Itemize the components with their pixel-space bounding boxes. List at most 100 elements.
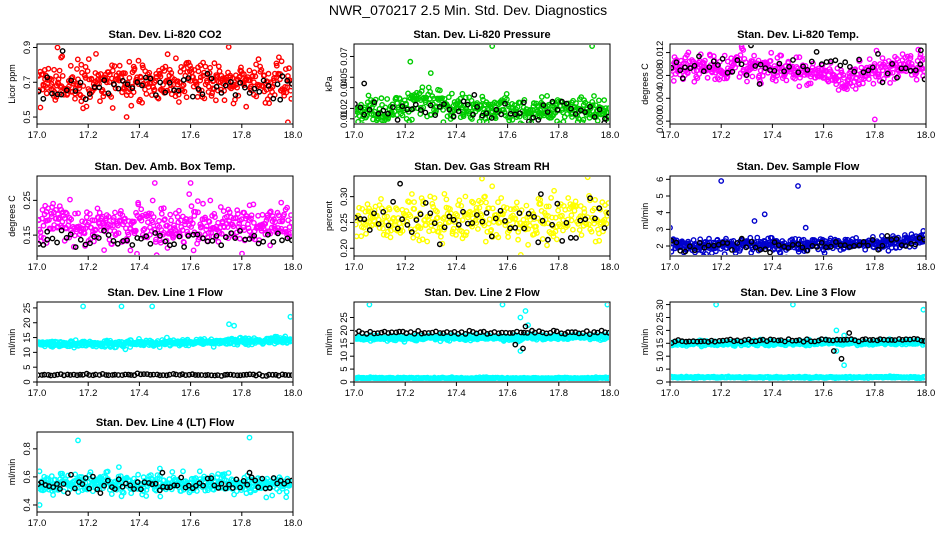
point-sampleflow-selected	[767, 249, 773, 255]
point-boxtemp-all	[158, 205, 165, 212]
point-pressure-all	[537, 107, 543, 114]
point-boxtemp-all	[81, 230, 88, 237]
point-rh-all	[422, 222, 429, 228]
point-line2-selected	[524, 329, 531, 336]
point-boxtemp-all	[284, 204, 290, 211]
point-boxtemp-all	[141, 225, 148, 232]
point-boxtemp-selected	[54, 239, 60, 246]
point-line1-selected	[192, 372, 199, 378]
point-pressure-selected	[526, 118, 532, 123]
point-pressure-all	[606, 105, 609, 112]
point-rh-all	[584, 177, 591, 181]
point-rh-selected	[531, 213, 537, 220]
point-temp-all	[846, 73, 853, 80]
point-co2-all	[100, 93, 107, 100]
point-boxtemp-selected	[255, 240, 262, 247]
point-sampleflow-selected	[752, 244, 759, 251]
point-co2-selected	[72, 88, 79, 94]
point-co2-selected	[246, 90, 253, 96]
point-temp-all	[899, 51, 906, 57]
point-pressure-all	[569, 110, 576, 117]
point-rh-all	[411, 199, 417, 206]
outlier-co2-selected	[277, 96, 284, 103]
outlier-pressure-all	[586, 114, 593, 121]
point-line1-selected	[218, 372, 225, 379]
plot-box-co2	[36, 43, 294, 125]
point-sampleflow-selected	[884, 232, 891, 239]
point-temp-selected	[748, 45, 754, 49]
point-co2-all	[180, 82, 187, 89]
point-boxtemp-all	[174, 213, 181, 220]
point-pressure-all	[479, 93, 486, 100]
x-tick-label-boxtemp: 18.0	[284, 262, 303, 273]
point-rh-all	[539, 236, 546, 242]
outlier-co2-all	[80, 105, 87, 112]
x-tick-label-temp: 17.8	[866, 130, 885, 141]
point-rh-all	[507, 206, 514, 213]
point-rh-all	[363, 230, 369, 237]
point-pressure-all	[519, 126, 523, 130]
y-tick-label-co2: 0.5	[22, 110, 33, 123]
point-rh-all	[473, 204, 480, 211]
point-co2-all	[275, 54, 282, 61]
point-co2-selected	[119, 77, 126, 84]
point-pressure-selected	[535, 117, 542, 123]
point-pressure-selected	[483, 110, 490, 117]
point-line1-selected	[269, 371, 276, 378]
y-tick-label-line2: 0	[339, 379, 350, 384]
point-co2-all	[157, 73, 164, 80]
point-boxtemp-selected	[279, 237, 285, 244]
point-sampleflow-selected	[724, 240, 731, 247]
point-sampleflow-selected	[856, 242, 863, 249]
point-co2-selected	[232, 92, 239, 98]
point-rh-all	[552, 214, 559, 221]
point-rh-all	[543, 203, 550, 210]
point-boxtemp-all	[248, 212, 255, 219]
point-rh-all	[489, 205, 496, 212]
point-co2-all	[155, 95, 162, 102]
point-rh-all	[381, 213, 388, 220]
point-boxtemp-selected	[218, 242, 225, 249]
point-boxtemp-all	[278, 199, 285, 206]
panel-title-line3: Stan. Dev. Line 3 Flow	[740, 287, 856, 299]
outlier-line3-all	[833, 348, 840, 354]
point-rh-all	[406, 199, 413, 206]
point-temp-selected	[851, 68, 858, 75]
point-rh-selected	[361, 216, 368, 223]
points-co2	[38, 45, 292, 123]
point-rh-all	[462, 193, 469, 200]
point-sampleflow-selected	[785, 244, 792, 251]
point-boxtemp-all	[234, 210, 241, 217]
point-rh-selected	[545, 236, 551, 243]
outlier-rh-all	[489, 183, 496, 190]
point-boxtemp-all	[220, 208, 227, 215]
point-temp-all	[913, 70, 920, 76]
point-sampleflow-all	[754, 234, 761, 241]
point-boxtemp-all	[132, 227, 139, 234]
point-rh-all	[410, 234, 417, 241]
outlier-line2-all	[499, 303, 506, 308]
x-tick-label-line1: 17.8	[233, 388, 252, 399]
point-co2-all	[273, 60, 280, 67]
y-axis-label-temp: degrees C	[640, 63, 650, 105]
point-line1-selected	[144, 371, 151, 377]
point-pressure-selected	[361, 111, 368, 118]
x-tick-label-co2: 17.4	[130, 130, 149, 141]
point-pressure-selected	[357, 104, 364, 111]
point-rh-selected	[380, 208, 387, 215]
point-sampleflow-selected	[921, 236, 925, 243]
outlier-line3-all	[920, 306, 925, 313]
x-tick-label-rh: 17.8	[550, 262, 569, 273]
point-rh-all	[411, 206, 418, 212]
point-temp-selected	[673, 59, 680, 66]
point-boxtemp-selected	[171, 241, 178, 248]
plot-box-line2	[353, 301, 611, 383]
point-boxtemp-all	[190, 247, 197, 254]
point-boxtemp-all	[161, 216, 168, 223]
point-pressure-selected	[493, 106, 500, 113]
point-pressure-selected	[554, 106, 561, 113]
point-temp-all	[756, 72, 763, 79]
point-pressure-selected	[441, 101, 447, 108]
